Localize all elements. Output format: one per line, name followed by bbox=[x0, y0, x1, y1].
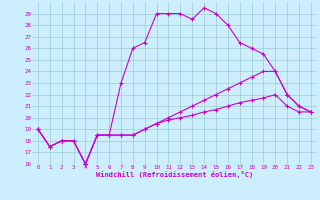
X-axis label: Windchill (Refroidissement éolien,°C): Windchill (Refroidissement éolien,°C) bbox=[96, 171, 253, 178]
